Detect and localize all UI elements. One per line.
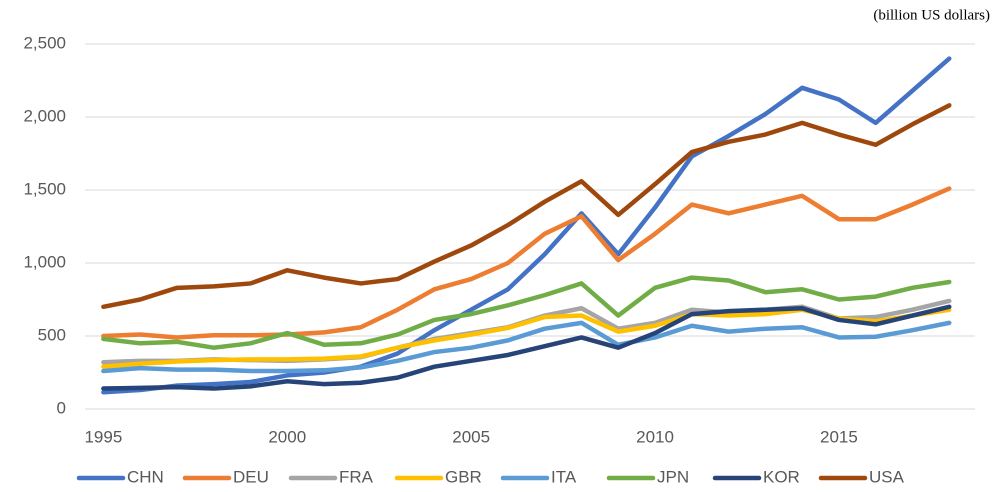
y-tick-label: 2,500 (23, 33, 66, 52)
x-tick-label: 2005 (452, 427, 490, 446)
legend-label: GBR (445, 467, 482, 486)
legend-label: USA (869, 467, 905, 486)
legend-label: KOR (763, 467, 800, 486)
series-line (101, 56, 952, 395)
x-tick-label: 2010 (636, 427, 674, 446)
unit-annotation: (billion US dollars) (873, 7, 990, 23)
series-line (101, 307, 952, 369)
series-line (101, 103, 952, 310)
y-tick-label: 500 (38, 325, 66, 344)
series-line (101, 304, 952, 391)
x-tick-label: 1995 (84, 427, 122, 446)
series-line (101, 320, 952, 374)
legend-label: JPN (657, 467, 689, 486)
y-tick-label: 1,000 (23, 252, 66, 271)
series-line (101, 186, 952, 340)
legend-label: DEU (233, 467, 269, 486)
legend-label: FRA (339, 467, 374, 486)
y-tick-label: 2,000 (23, 106, 66, 125)
y-tick-label: 0 (57, 398, 66, 417)
x-tick-label: 2015 (820, 427, 858, 446)
y-tick-label: 1,500 (23, 179, 66, 198)
legend-label: CHN (127, 467, 164, 486)
series-line (101, 275, 952, 350)
x-tick-label: 2000 (268, 427, 306, 446)
legend-label: ITA (551, 467, 577, 486)
